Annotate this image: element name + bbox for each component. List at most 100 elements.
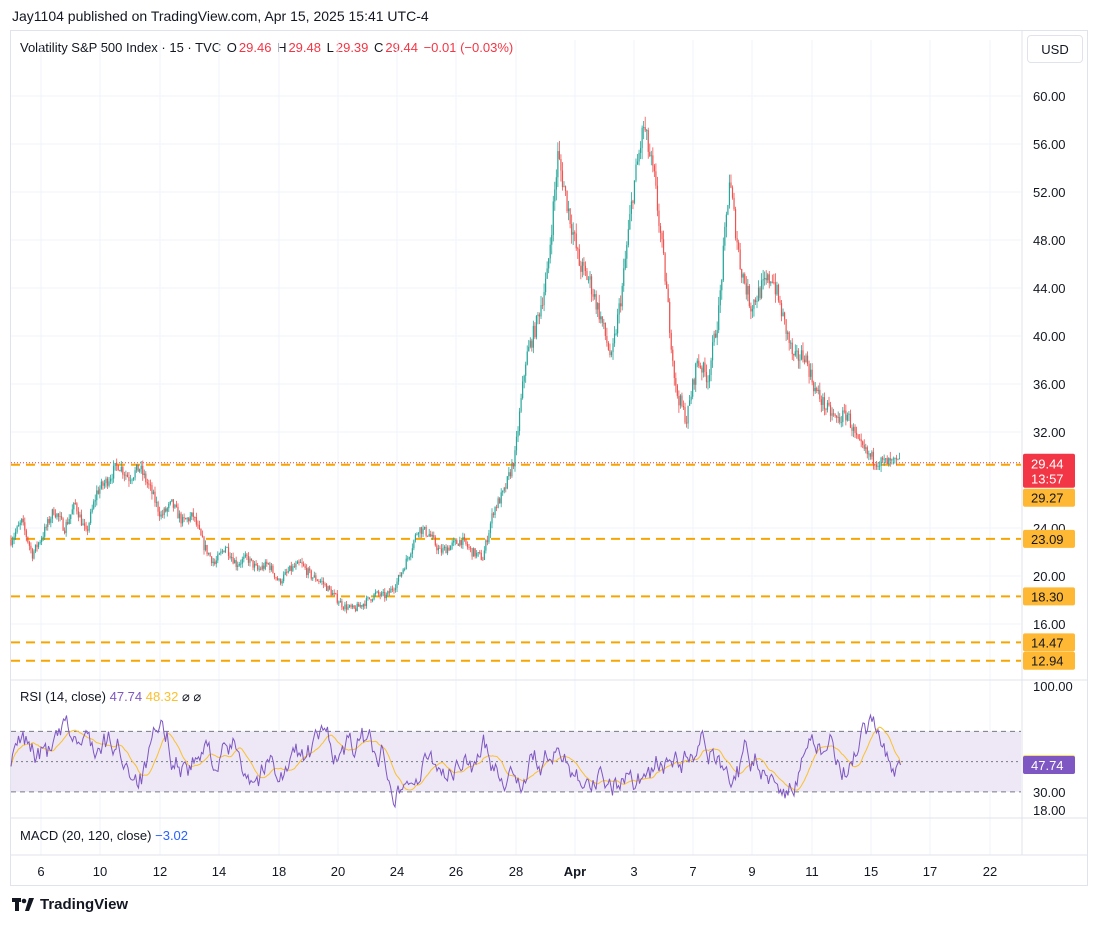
candle-body [643, 127, 645, 128]
candle-body [197, 524, 199, 526]
candle-body [214, 561, 216, 564]
candle-body [612, 343, 614, 353]
macd-label[interactable]: MACD (20, 120, close) [20, 828, 152, 843]
candle-body [59, 516, 61, 517]
x-tick-label: 15 [864, 864, 878, 879]
x-tick-label: 28 [509, 864, 523, 879]
candle-body [47, 519, 49, 527]
candle-body [166, 508, 168, 512]
y-tick-label: 20.00 [1033, 569, 1066, 584]
x-tick-label: 12 [153, 864, 167, 879]
candle-body [673, 360, 675, 379]
candle-body [206, 545, 208, 555]
candle-body [803, 359, 806, 363]
candle-body [25, 530, 27, 538]
candle-body [620, 303, 622, 307]
candle-body [721, 280, 723, 291]
candle-body [702, 362, 704, 373]
candle-body [203, 537, 205, 551]
candle-body [603, 322, 605, 324]
candle-body [532, 325, 534, 348]
candle-body [679, 395, 682, 406]
candle-body [595, 294, 597, 310]
candle-body [649, 151, 651, 156]
candle-body [644, 127, 646, 131]
candle-body [734, 209, 737, 239]
candle-body [301, 562, 303, 564]
candle-body [160, 514, 162, 517]
candle-body [371, 599, 374, 601]
x-tick-label: 3 [630, 864, 637, 879]
publisher-line: Jay1104 published on TradingView.com, Ap… [12, 8, 429, 24]
candle-body [267, 563, 269, 565]
candle-body [269, 563, 271, 570]
candle-body [477, 552, 479, 553]
candle-body [431, 534, 433, 537]
candle-body [31, 549, 34, 559]
candle-body [137, 464, 139, 472]
candle-body [528, 346, 530, 352]
candle-body [422, 528, 424, 534]
candle-body [682, 406, 685, 408]
candle-body [636, 161, 639, 165]
candle-body [93, 501, 95, 509]
candle-body [385, 594, 387, 599]
candle-body [361, 605, 363, 607]
candle-body [802, 350, 804, 360]
candle-body [561, 170, 564, 187]
candle-body [74, 502, 76, 504]
candle-body [569, 208, 571, 225]
candle-body [790, 342, 792, 344]
candle-body [882, 457, 884, 460]
currency-button[interactable]: USD [1027, 35, 1083, 63]
candle-body [209, 553, 211, 557]
candle-body [22, 518, 24, 523]
x-tick-label: 9 [748, 864, 755, 879]
candle-body [345, 604, 348, 610]
candle-body [635, 164, 637, 181]
candle-body [70, 514, 72, 520]
candle-body [773, 282, 775, 283]
rsi-label[interactable]: RSI (14, close) [20, 689, 106, 704]
candle-body [185, 518, 187, 520]
y-tick-label: 44.00 [1033, 281, 1066, 296]
candle-body [738, 242, 740, 250]
candle-body [590, 276, 593, 295]
candle-body [11, 540, 14, 545]
candle-body [639, 148, 642, 153]
candle-body [358, 603, 360, 607]
candle-body [826, 402, 829, 410]
candle-body [143, 473, 145, 475]
candle-body [100, 481, 102, 489]
candle-body [575, 233, 577, 249]
candle-body [275, 577, 277, 579]
candle-body [633, 180, 636, 203]
level-badge: 14.47 [1023, 633, 1075, 652]
candle-body [868, 453, 870, 455]
candle-body [840, 422, 842, 423]
tradingview-logo[interactable]: TradingView [12, 896, 128, 913]
candle-body [479, 552, 481, 553]
candle-body [129, 480, 132, 482]
candle-body [476, 552, 478, 557]
candle-body [172, 499, 174, 508]
candle-body [554, 189, 556, 202]
candle-body [711, 342, 714, 361]
candle-body [511, 463, 513, 477]
candle-body [696, 360, 698, 364]
symbol-name[interactable]: Volatility S&P 500 Index · 15 · TVC [20, 40, 222, 55]
candle-body [851, 427, 853, 431]
candle-body [678, 395, 680, 406]
candle-body [109, 478, 112, 482]
candle-body [140, 465, 142, 470]
candle-body [284, 571, 286, 575]
candle-body [180, 513, 182, 524]
candle-body [376, 591, 378, 593]
candle-body [770, 281, 772, 284]
candle-body [722, 245, 724, 281]
candle-body [321, 580, 323, 582]
rsi-y-tick-label: 100.00 [1033, 679, 1073, 694]
candle-body [629, 213, 631, 230]
candle-body [33, 551, 35, 559]
